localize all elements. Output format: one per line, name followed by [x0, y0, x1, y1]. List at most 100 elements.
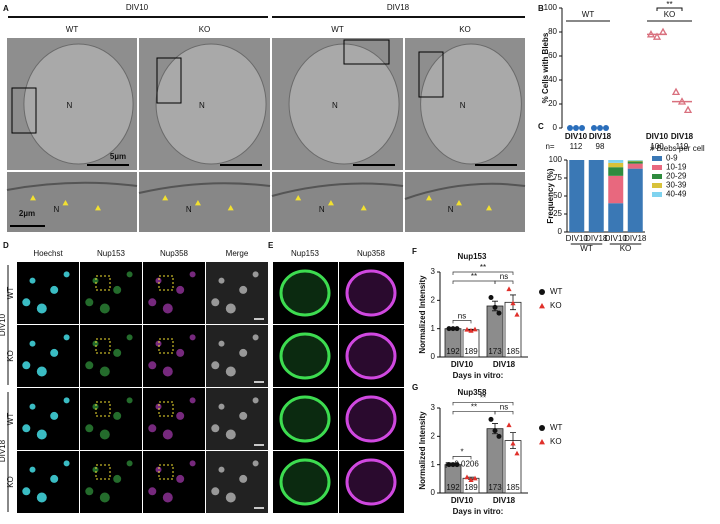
cell: [239, 474, 248, 483]
inset-box: [156, 57, 182, 104]
cell: [63, 271, 70, 278]
y-axis-label: Normalized Intensity: [418, 411, 427, 490]
nuclear-rim: [279, 269, 331, 317]
data-point: [446, 326, 452, 332]
y-tick-label: 0: [553, 123, 558, 132]
nucleus: [420, 43, 522, 165]
y-tick-label: 20: [548, 99, 557, 108]
micrograph: [17, 451, 79, 513]
panel-label: A: [3, 4, 9, 13]
data-point: [603, 125, 609, 131]
y-tick-label: 0: [431, 352, 436, 361]
cell: [92, 466, 99, 473]
zoom-box: [158, 401, 174, 417]
chart-title: Nup358: [458, 388, 487, 397]
time-header: DIV18: [387, 3, 410, 12]
nucleus-label: N: [67, 101, 73, 110]
cell: [218, 277, 225, 284]
data-point: [488, 295, 494, 300]
legend-marker: [539, 289, 545, 295]
x-tick-label: DIV10: [565, 132, 588, 141]
x-tick-label: DIV18: [671, 132, 694, 141]
cell: [218, 340, 225, 347]
cell: [50, 348, 59, 357]
bar-segment: [627, 163, 643, 169]
genotype-label: WT: [331, 25, 344, 34]
micrograph-zoom: [272, 172, 403, 232]
micrograph: [80, 451, 142, 513]
cell: [85, 424, 94, 433]
legend-marker: [539, 425, 545, 431]
micrograph-zoom: [7, 172, 137, 232]
y-axis-label: Frequency (%): [546, 168, 555, 223]
data-point: [506, 422, 512, 428]
y-tick-label: 1: [431, 324, 436, 333]
cell: [211, 361, 220, 370]
y-tick-label: 3: [431, 267, 436, 276]
legend-label: 30-39: [666, 181, 687, 190]
cell: [252, 271, 259, 278]
cell: [63, 397, 70, 404]
data-point: [573, 125, 579, 131]
sig-bracket: [656, 7, 683, 11]
data-point: [658, 27, 668, 36]
nuclear-rim: [279, 395, 331, 443]
cell: [92, 403, 99, 410]
micrograph: [17, 262, 79, 324]
cell: [29, 403, 36, 410]
cell: [189, 397, 196, 404]
cell: [148, 487, 157, 496]
cell: [211, 487, 220, 496]
micrograph: [143, 388, 205, 450]
data-point: [514, 450, 520, 456]
cell: [155, 403, 162, 410]
n-label: 185: [506, 483, 520, 492]
panel-label: C: [538, 122, 544, 131]
data-point: [496, 310, 502, 316]
y-axis-label: Normalized Intensity: [418, 275, 427, 354]
sig-label: **: [666, 0, 672, 9]
cell: [225, 366, 236, 377]
x-tick-label: DIV10: [646, 132, 669, 141]
cell: [63, 460, 70, 467]
bar-segment: [608, 160, 624, 163]
cell: [113, 474, 122, 483]
cell: [225, 492, 236, 503]
sig-bracket: [452, 401, 514, 406]
nuclear-envelope: [6, 181, 138, 191]
cell: [99, 366, 110, 377]
sig-bracket: [494, 410, 514, 415]
x-axis-label: Days in vitro:: [453, 507, 504, 516]
cell: [162, 303, 173, 314]
time-label: DIV10: [0, 313, 7, 336]
data-point: [683, 105, 693, 114]
data-point: [472, 475, 478, 481]
data-point: [464, 474, 470, 480]
y-tick-label: 2: [431, 431, 436, 440]
x-axis-label: Days in vitro:: [453, 371, 504, 380]
y-axis-label: % Cells with Blebs: [541, 32, 550, 103]
cell: [252, 460, 259, 467]
inset-box: [418, 51, 444, 98]
cell: [85, 361, 94, 370]
y-tick-label: 80: [548, 27, 557, 36]
n-label: 173: [488, 347, 502, 356]
genotype-label: WT: [66, 25, 79, 34]
cell: [113, 411, 122, 420]
arrowhead: [295, 195, 302, 201]
cell: [155, 466, 162, 473]
arrowhead: [486, 205, 492, 211]
nucleus-label: N: [186, 205, 192, 214]
legend-label: WT: [550, 287, 563, 296]
micrograph: [17, 325, 79, 387]
data-point: [472, 326, 478, 332]
n-label: 100: [650, 142, 664, 151]
cell: [113, 348, 122, 357]
scale-label: 5µm: [110, 152, 126, 161]
legend-swatch: [652, 174, 662, 179]
sig-bracket: [452, 410, 496, 415]
y-tick-label: 3: [431, 403, 436, 412]
genotype-label: KO: [459, 25, 471, 34]
scale-label: 2µm: [19, 209, 35, 218]
cell: [211, 298, 220, 307]
